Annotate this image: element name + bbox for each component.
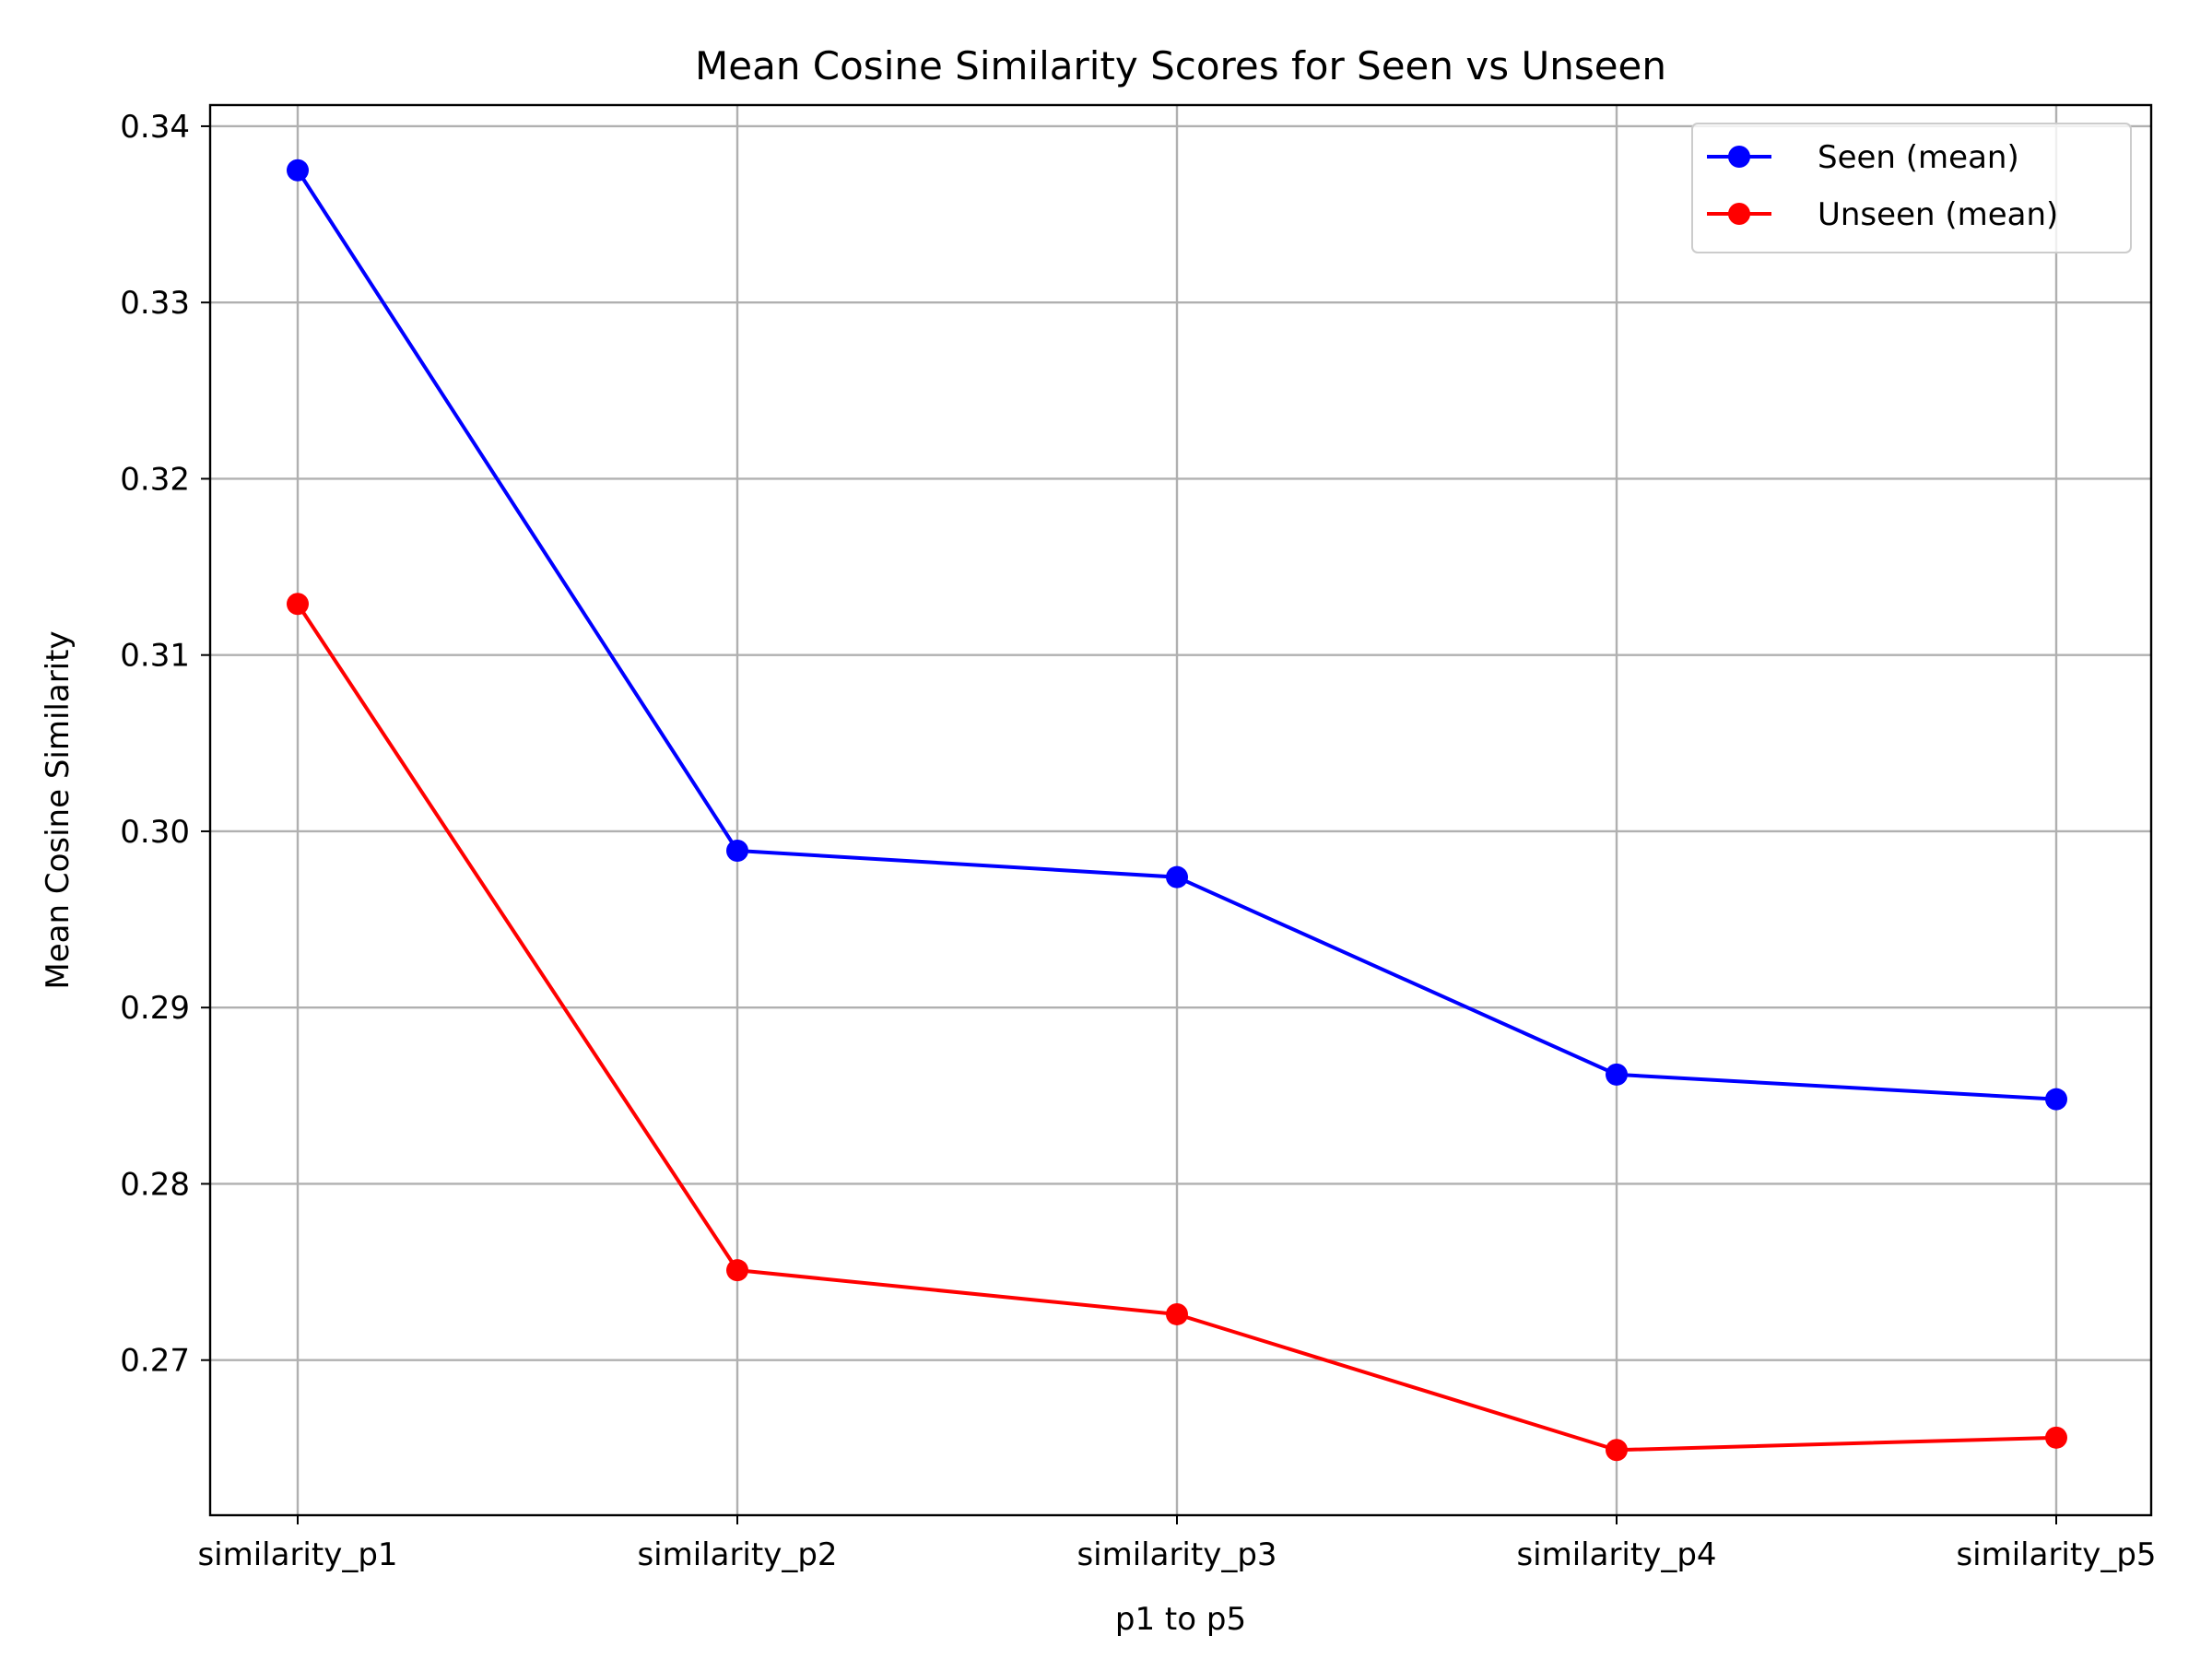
y-tick-label: 0.32 [120,461,190,498]
data-point-unseen [1606,1439,1628,1462]
data-point-seen [1606,1063,1628,1086]
x-axis-label: p1 to p5 [1115,1601,1246,1638]
legend-unseen-marker [1728,203,1750,225]
axis-ticks: similarity_p1 similarity_p2 similarity_p3 s… [120,109,2156,1573]
y-tick-label: 0.30 [120,814,190,851]
x-tick-label: similarity_p2 [637,1536,837,1573]
grid [210,105,2151,1515]
y-tick-label: 0.31 [120,638,190,675]
y-tick-label: 0.33 [120,285,190,322]
data-point-unseen [726,1259,748,1282]
y-axis-label: Mean Cosine Similarity [40,630,76,989]
data-point-unseen [287,593,309,616]
legend: Seen (mean) Unseen (mean) [1691,123,2132,253]
x-tick-label: similarity_p5 [1956,1536,2156,1573]
data-point-unseen [2045,1426,2067,1449]
legend-box [1691,123,2132,253]
data-point-unseen [1166,1302,1188,1325]
legend-seen-marker [1728,146,1750,168]
series-layer [287,159,2067,1462]
y-tick-label: 0.27 [120,1343,190,1380]
data-point-seen [726,839,748,862]
chart-title: Mean Cosine Similarity Scores for Seen v… [695,43,1666,88]
legend-seen-label: Seen (mean) [1818,139,2019,176]
data-point-seen [287,159,309,182]
y-tick-label: 0.34 [120,109,190,146]
data-point-seen [1166,865,1188,888]
plot-frame [208,103,2153,1517]
y-tick-label: 0.28 [120,1166,190,1203]
x-tick-label: similarity_p4 [1516,1536,1716,1573]
y-tick-label: 0.29 [120,990,190,1027]
data-point-seen [2045,1088,2067,1111]
legend-unseen-label: Unseen (mean) [1818,196,2058,233]
x-tick-label: similarity_p3 [1077,1536,1277,1573]
x-tick-label: similarity_p1 [197,1536,397,1573]
